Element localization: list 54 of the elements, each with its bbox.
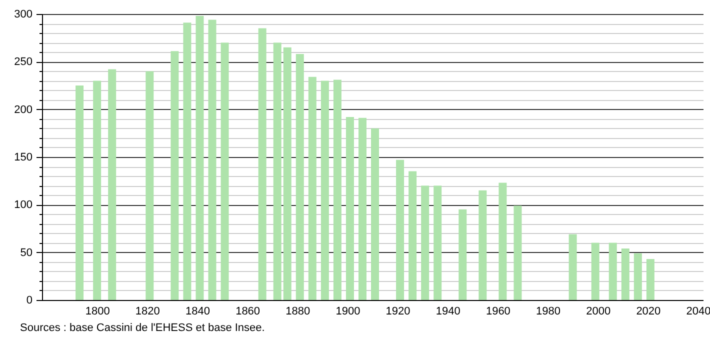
y-tick-label: 0	[26, 294, 32, 306]
bar	[108, 69, 116, 300]
bar	[196, 16, 204, 300]
bar	[478, 190, 487, 300]
y-tick-label: 150	[14, 152, 32, 164]
bar	[371, 128, 380, 300]
bar	[308, 76, 316, 300]
bar	[296, 54, 304, 300]
bar	[170, 51, 179, 300]
bar	[358, 118, 366, 300]
bar	[421, 186, 430, 300]
y-tick-label: 250	[14, 56, 32, 68]
bar	[93, 80, 102, 300]
x-tick-label: 1940	[436, 306, 460, 318]
x-tick-label: 1960	[486, 306, 510, 318]
x-tick-label: 1820	[135, 306, 160, 318]
source-note: Sources : base Cassini de l'EHESS et base Insee.	[20, 322, 265, 334]
bar	[591, 242, 600, 300]
bar	[273, 42, 282, 300]
y-tick-label: 300	[14, 8, 32, 20]
x-tick-label: 2020	[636, 306, 661, 318]
bar	[498, 182, 507, 300]
bar	[634, 253, 642, 300]
bar	[258, 28, 266, 300]
bar	[458, 209, 467, 300]
bar	[346, 116, 354, 300]
x-tick-label: 1800	[85, 306, 110, 318]
bar	[434, 186, 442, 300]
x-tick-label: 1840	[185, 306, 210, 318]
bar	[608, 242, 617, 300]
bar	[320, 80, 329, 300]
y-tick-label: 200	[14, 104, 32, 116]
bar	[183, 22, 192, 300]
y-tick-label: 100	[14, 199, 32, 212]
x-tick-label: 1880	[286, 306, 310, 318]
y-tick-label: 50	[20, 246, 32, 259]
bar	[514, 206, 522, 300]
x-tick-label: 1860	[236, 306, 260, 318]
bar	[208, 20, 216, 300]
bar	[220, 42, 229, 300]
bar	[621, 248, 630, 300]
bar	[76, 86, 84, 300]
bar	[146, 71, 154, 300]
bar	[333, 80, 342, 300]
bar	[646, 259, 654, 300]
bar	[283, 47, 292, 300]
bar	[396, 160, 404, 300]
x-tick-label: 1920	[386, 306, 410, 318]
bar	[408, 171, 417, 300]
bar	[568, 234, 577, 300]
x-tick-label: 2040	[686, 306, 710, 318]
x-tick-label: 1980	[536, 306, 561, 318]
x-tick-label: 2000	[586, 306, 611, 318]
x-tick-label: 1900	[336, 306, 360, 318]
